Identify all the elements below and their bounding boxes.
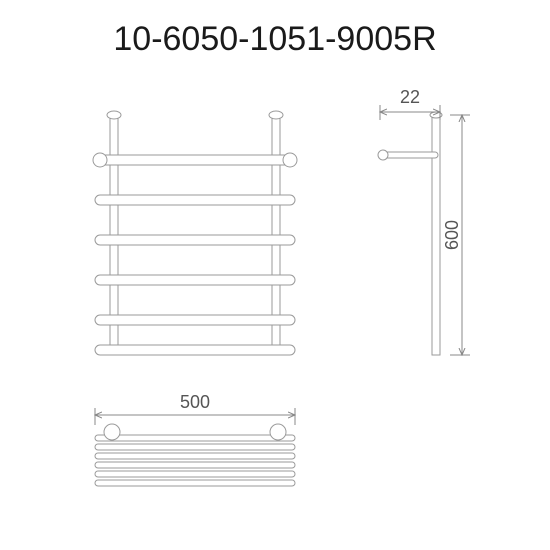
technical-drawing: 22 600 500 xyxy=(0,0,550,550)
side-rung xyxy=(380,152,438,158)
height-dimension-label: 600 xyxy=(442,220,462,250)
side-post xyxy=(432,115,440,355)
top-right-cap xyxy=(270,424,286,440)
rung-end-cap xyxy=(93,153,107,167)
rung-end-cap xyxy=(283,153,297,167)
product-code-title: 10-6050-1051-9005R xyxy=(0,20,550,59)
front-left-cap xyxy=(107,111,121,119)
depth-dimension-label: 22 xyxy=(400,87,420,107)
top-left-cap xyxy=(104,424,120,440)
front-rungs xyxy=(95,155,295,355)
top-rungs xyxy=(95,435,295,486)
top-view: 500 xyxy=(95,392,295,486)
width-dimension-label: 500 xyxy=(180,392,210,412)
side-rung-cap xyxy=(378,150,388,160)
front-right-cap xyxy=(269,111,283,119)
side-view: 22 600 xyxy=(378,87,470,355)
front-view xyxy=(93,111,297,355)
